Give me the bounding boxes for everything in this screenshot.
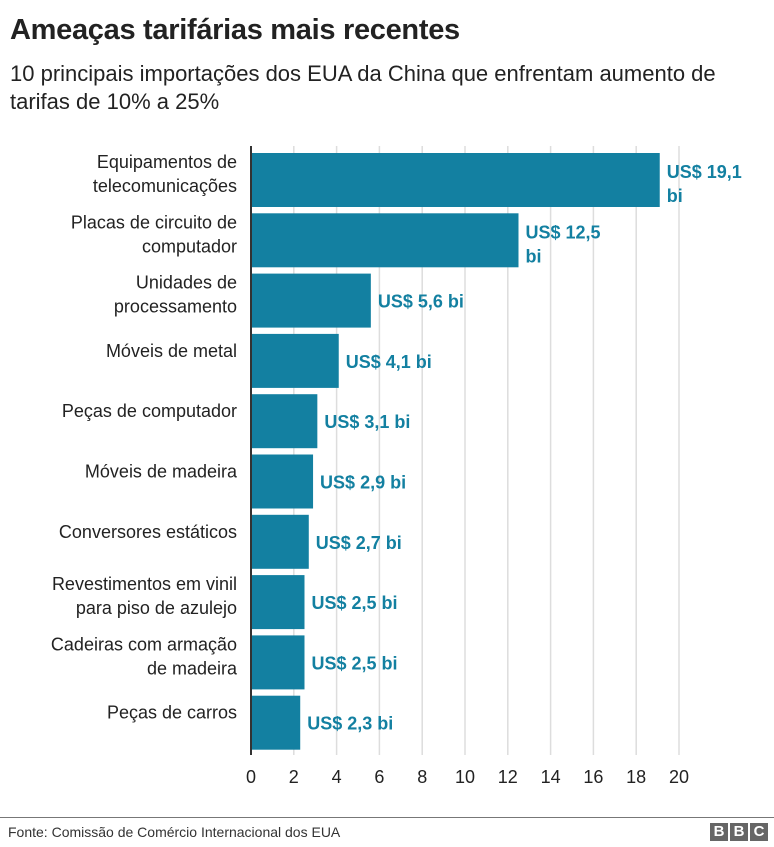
x-tick-label: 18: [626, 767, 646, 787]
data-label: bi: [526, 246, 542, 266]
x-tick-label: 4: [332, 767, 342, 787]
category-label: Conversores estáticos: [59, 522, 237, 542]
category-label: Móveis de madeira: [85, 462, 238, 482]
bar: [251, 333, 339, 388]
x-tick-label: 20: [669, 767, 689, 787]
data-label: US$ 5,6 bi: [378, 292, 464, 312]
data-label: US$ 2,7 bi: [316, 533, 402, 553]
category-label: Peças de carros: [107, 703, 237, 723]
footer-divider: [0, 817, 774, 818]
category-label: para piso de azulejo: [76, 598, 237, 618]
chart-subtitle: 10 principais importações dos EUA da Chi…: [10, 61, 716, 114]
bar: [251, 273, 371, 328]
data-label: US$ 2,9 bi: [320, 473, 406, 493]
bar: [251, 153, 660, 207]
x-tick-label: 12: [498, 767, 518, 787]
bar: [251, 394, 318, 449]
bar-chart: 0 2 4 6 8 10 12 14 16 18 20 Equipamentos de telecomu…: [51, 146, 742, 787]
data-label: US$ 4,1 bi: [346, 352, 432, 372]
category-label: Placas de circuito de: [71, 212, 237, 232]
source-text: Fonte: Comissão de Comércio Internaciona…: [8, 824, 341, 840]
category-label: Móveis de metal: [106, 341, 237, 361]
x-tick-label: 16: [583, 767, 603, 787]
data-label: bi: [667, 186, 683, 206]
bar: [251, 514, 309, 569]
data-label: US$ 2,5 bi: [312, 653, 398, 673]
data-label: US$ 12,5: [526, 222, 601, 242]
bar: [251, 454, 314, 509]
x-tick-label: 14: [541, 767, 561, 787]
category-label: Unidades de: [136, 273, 237, 293]
category-label: Peças de computador: [62, 401, 237, 421]
x-tick-label: 6: [374, 767, 384, 787]
x-tick-label: 8: [417, 767, 427, 787]
data-label: US$ 19,1: [667, 162, 742, 182]
bar: [251, 575, 305, 630]
x-tick-label: 2: [289, 767, 299, 787]
category-label: Cadeiras com armação: [51, 634, 237, 654]
category-label: de madeira: [147, 658, 238, 678]
category-label: computador: [142, 236, 237, 256]
x-tick-label: 10: [455, 767, 475, 787]
bar: [251, 695, 301, 750]
x-tick-label: 0: [246, 767, 256, 787]
chart-title: Ameaças tarifárias mais recentes: [10, 14, 460, 46]
category-label: Revestimentos em vinil: [52, 574, 237, 594]
data-label: US$ 2,5 bi: [312, 593, 398, 613]
category-label: telecomunicações: [93, 176, 237, 196]
data-label: US$ 3,1 bi: [324, 412, 410, 432]
bar: [251, 213, 519, 268]
bar: [251, 635, 305, 690]
category-label: Equipamentos de: [97, 152, 237, 172]
data-label: US$ 2,3 bi: [307, 714, 393, 734]
category-label: processamento: [114, 297, 237, 317]
